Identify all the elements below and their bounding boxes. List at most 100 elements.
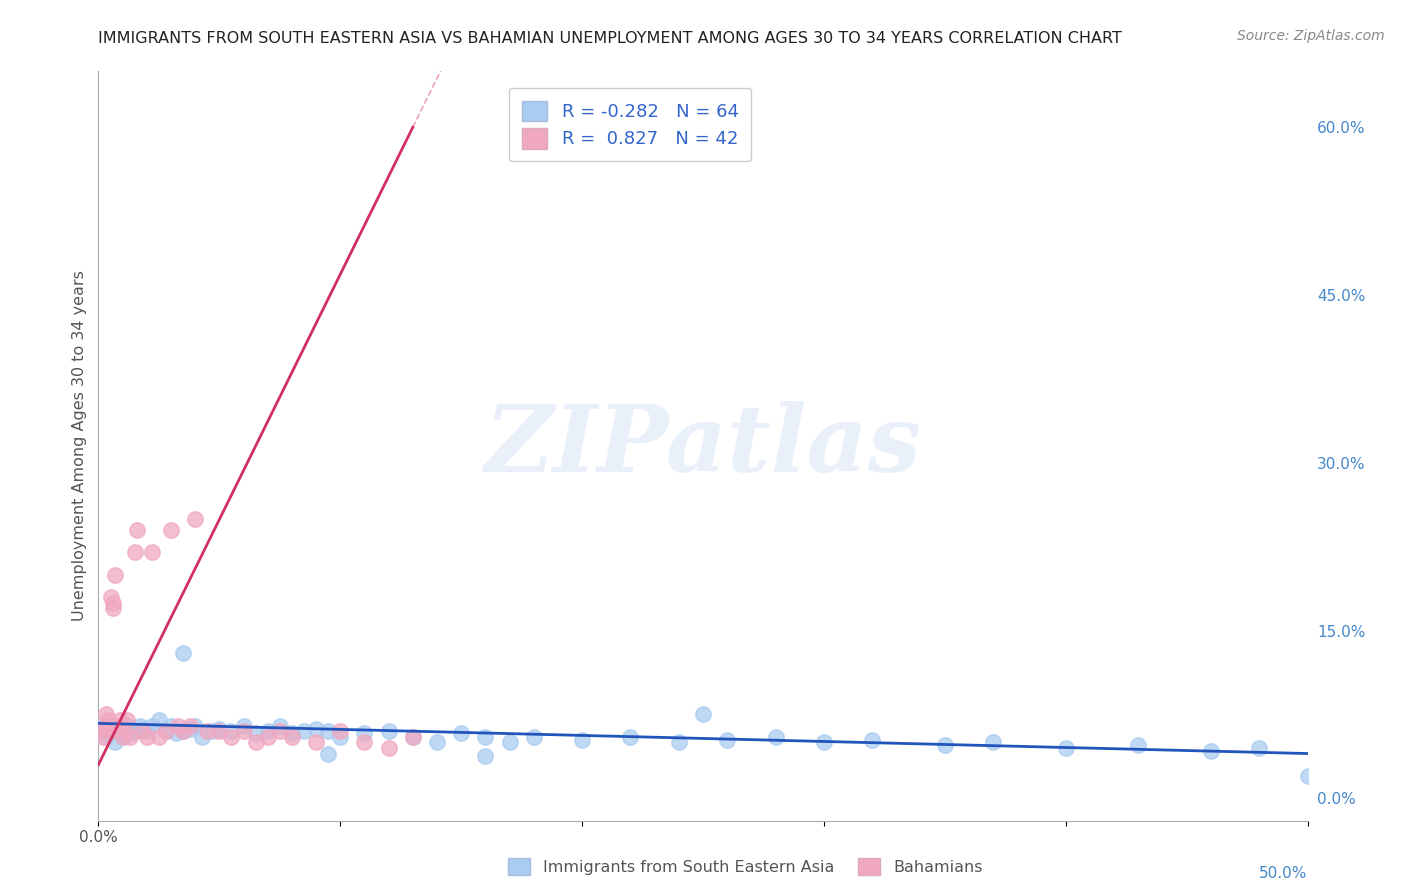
Point bbox=[245, 726, 267, 740]
Text: ZIPatlas: ZIPatlas bbox=[485, 401, 921, 491]
Point bbox=[100, 590, 122, 604]
Point bbox=[179, 718, 201, 732]
Point bbox=[523, 730, 546, 744]
Point bbox=[118, 730, 141, 744]
Point bbox=[111, 730, 134, 744]
Point bbox=[97, 713, 120, 727]
Point bbox=[221, 724, 243, 739]
Point bbox=[269, 724, 291, 739]
Point bbox=[981, 735, 1004, 749]
Point bbox=[90, 724, 112, 739]
Point bbox=[232, 718, 254, 732]
Point bbox=[148, 713, 170, 727]
Point bbox=[305, 735, 328, 749]
Point bbox=[329, 724, 352, 739]
Point bbox=[860, 733, 883, 747]
Point bbox=[619, 730, 641, 744]
Point bbox=[100, 726, 122, 740]
Text: Source: ZipAtlas.com: Source: ZipAtlas.com bbox=[1237, 29, 1385, 44]
Point bbox=[135, 730, 157, 744]
Point bbox=[165, 726, 187, 740]
Point bbox=[232, 724, 254, 739]
Point bbox=[124, 545, 146, 559]
Point bbox=[118, 726, 141, 740]
Point bbox=[281, 730, 304, 744]
Point bbox=[117, 713, 139, 727]
Point bbox=[377, 741, 399, 756]
Point bbox=[329, 730, 352, 744]
Point bbox=[1296, 769, 1319, 783]
Point bbox=[934, 738, 956, 752]
Point bbox=[107, 718, 129, 732]
Point bbox=[184, 718, 207, 732]
Point bbox=[305, 722, 328, 736]
Point bbox=[353, 726, 375, 740]
Point bbox=[221, 730, 243, 744]
Point bbox=[90, 724, 112, 739]
Legend: Immigrants from South Eastern Asia, Bahamians: Immigrants from South Eastern Asia, Baha… bbox=[503, 854, 987, 880]
Point bbox=[141, 545, 163, 559]
Point bbox=[402, 730, 425, 744]
Point bbox=[377, 724, 399, 739]
Point bbox=[124, 724, 146, 739]
Point bbox=[114, 724, 136, 739]
Point bbox=[111, 730, 134, 744]
Point bbox=[191, 730, 214, 744]
Point bbox=[135, 724, 157, 739]
Point bbox=[101, 601, 124, 615]
Point bbox=[474, 748, 496, 763]
Point bbox=[571, 733, 593, 747]
Point bbox=[1128, 738, 1150, 752]
Point bbox=[426, 735, 449, 749]
Point bbox=[141, 718, 163, 732]
Point bbox=[195, 724, 218, 739]
Point bbox=[108, 718, 131, 732]
Point bbox=[128, 718, 150, 732]
Point bbox=[269, 718, 291, 732]
Point bbox=[160, 523, 183, 537]
Point bbox=[91, 718, 114, 732]
Point bbox=[94, 730, 117, 744]
Point bbox=[131, 724, 153, 739]
Point bbox=[1199, 744, 1222, 758]
Point bbox=[172, 724, 194, 739]
Point bbox=[100, 724, 122, 739]
Point bbox=[172, 646, 194, 660]
Point bbox=[131, 722, 153, 736]
Point bbox=[498, 735, 520, 749]
Point bbox=[94, 707, 117, 722]
Point bbox=[97, 724, 120, 739]
Point bbox=[101, 596, 124, 610]
Text: IMMIGRANTS FROM SOUTH EASTERN ASIA VS BAHAMIAN UNEMPLOYMENT AMONG AGES 30 TO 34 : IMMIGRANTS FROM SOUTH EASTERN ASIA VS BA… bbox=[98, 31, 1122, 46]
Point bbox=[179, 722, 201, 736]
Point bbox=[148, 730, 170, 744]
Point bbox=[201, 724, 224, 739]
Point bbox=[256, 730, 278, 744]
Point bbox=[167, 718, 190, 732]
Legend: R = -0.282   N = 64, R =  0.827   N = 42: R = -0.282 N = 64, R = 0.827 N = 42 bbox=[509, 88, 751, 161]
Point bbox=[813, 735, 835, 749]
Point bbox=[101, 722, 124, 736]
Point bbox=[353, 735, 375, 749]
Point bbox=[127, 523, 149, 537]
Point bbox=[108, 713, 131, 727]
Point bbox=[1054, 741, 1077, 756]
Point bbox=[208, 724, 231, 739]
Point bbox=[94, 718, 117, 732]
Point bbox=[107, 724, 129, 739]
Point bbox=[117, 718, 139, 732]
Point bbox=[160, 718, 183, 732]
Point bbox=[402, 730, 425, 744]
Point bbox=[91, 730, 114, 744]
Point bbox=[104, 567, 127, 582]
Point bbox=[765, 730, 787, 744]
Point bbox=[474, 730, 496, 744]
Point bbox=[114, 724, 136, 739]
Point bbox=[716, 733, 738, 747]
Point bbox=[155, 724, 177, 739]
Point bbox=[208, 722, 231, 736]
Point bbox=[104, 735, 127, 749]
Point bbox=[245, 735, 267, 749]
Point bbox=[450, 726, 472, 740]
Point bbox=[172, 724, 194, 739]
